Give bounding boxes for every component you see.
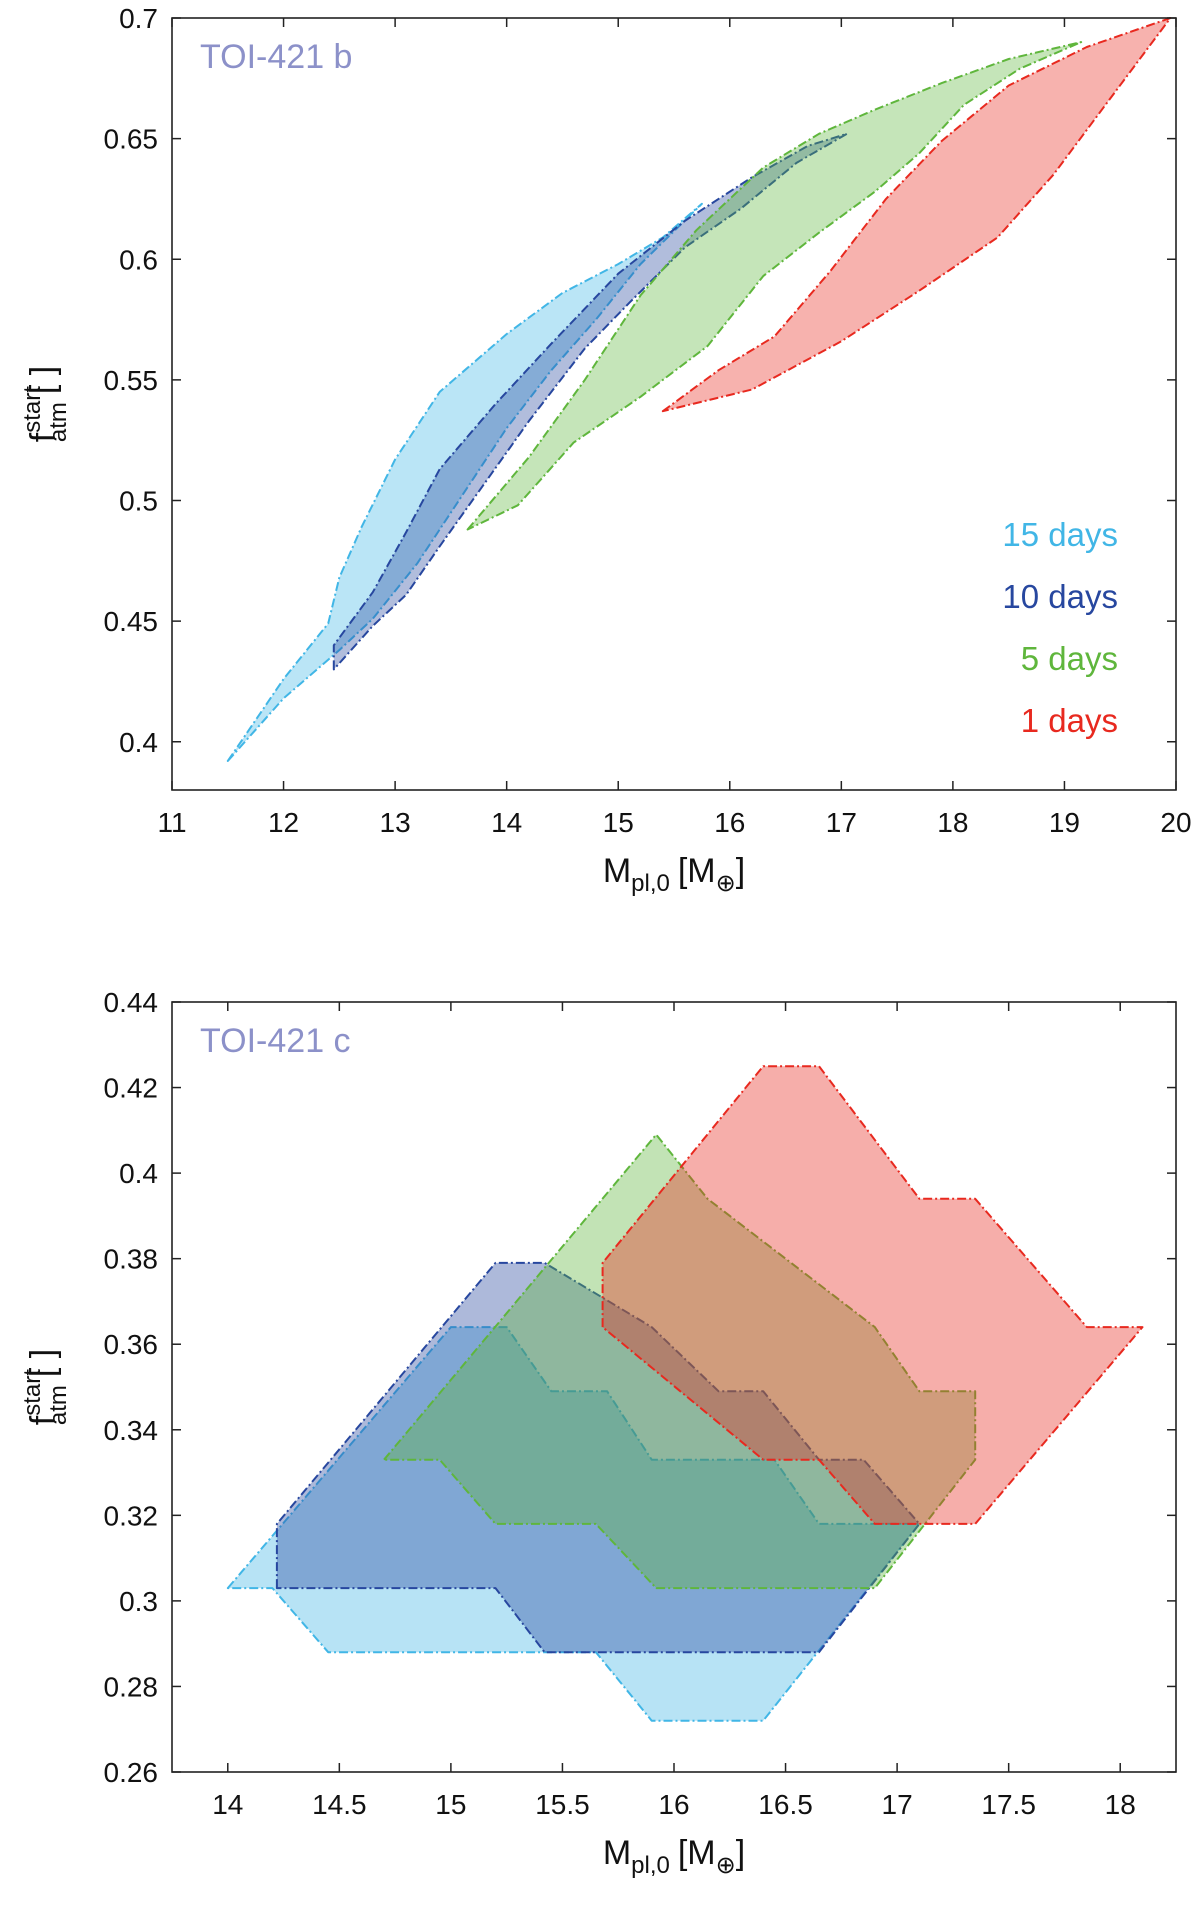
axis-ticks-b: 11 12 13 14 15 16 17 18 19 20 0.4 0.45 0.5 0.55 0.6 0.6… bbox=[104, 3, 1192, 838]
legend-entry-10-days: 10 days bbox=[1002, 578, 1118, 615]
series-band-5-days-b bbox=[466, 41, 1083, 531]
series-band-1-days-b bbox=[661, 17, 1172, 413]
x-tick-label: 16.5 bbox=[758, 1789, 813, 1820]
legend-entry-15-days: 15 days bbox=[1002, 516, 1118, 553]
x-tick-label: 16 bbox=[658, 1789, 689, 1820]
series-layer-c bbox=[226, 1065, 1144, 1722]
y-tick-label: 0.4 bbox=[119, 727, 158, 758]
x-tick-label: 20 bbox=[1160, 807, 1191, 838]
y-tick-label: 0.7 bbox=[119, 3, 158, 34]
y-tick-label: 0.6 bbox=[119, 244, 158, 275]
y-tick-label: 0.42 bbox=[104, 1073, 159, 1104]
x-tick-label: 14.5 bbox=[312, 1789, 367, 1820]
y-tick-label: 0.32 bbox=[104, 1500, 159, 1531]
x-tick-label: 14 bbox=[212, 1789, 243, 1820]
y-tick-label: 0.36 bbox=[104, 1329, 159, 1360]
x-tick-label: 18 bbox=[1105, 1789, 1136, 1820]
x-tick-label: 19 bbox=[1049, 807, 1080, 838]
x-axis-label-b: Mpl,0 [M⊕] bbox=[603, 852, 745, 897]
y-tick-label: 0.26 bbox=[104, 1757, 159, 1788]
x-tick-label: 16 bbox=[714, 807, 745, 838]
x-tick-label: 15 bbox=[435, 1789, 466, 1820]
x-tick-label: 13 bbox=[380, 807, 411, 838]
series-band-10-days-c bbox=[275, 1261, 921, 1654]
x-axis-label-c: Mpl,0 [M⊕] bbox=[603, 1834, 745, 1879]
y-tick-label: 0.5 bbox=[119, 486, 158, 517]
panel-toi-421-c: 14 14.5 15 15.5 16 16.5 17 17.5 18 0.26 0.28 0.3 0.3… bbox=[19, 987, 1177, 1879]
x-tick-label: 12 bbox=[268, 807, 299, 838]
y-tick-label: 0.4 bbox=[119, 1158, 158, 1189]
legend: 15 days 10 days 5 days 1 days bbox=[1002, 516, 1118, 739]
panel-title-b: TOI-421 b bbox=[200, 38, 352, 76]
y-axis-label-b: fstartatm[ ] bbox=[19, 366, 72, 443]
x-tick-label: 15 bbox=[603, 807, 634, 838]
y-tick-label: 0.44 bbox=[104, 987, 159, 1018]
y-tick-label: 0.3 bbox=[119, 1586, 158, 1617]
axis-ticks-c: 14 14.5 15 15.5 16 16.5 17 17.5 18 0.26 0.28 0.3 0.3… bbox=[104, 987, 1176, 1820]
panel-toi-421-b: 11 12 13 14 15 16 17 18 19 20 0.4 0.45 0.5 0.55 0.6 0.6… bbox=[19, 3, 1192, 897]
series-band-10-days-b bbox=[332, 132, 848, 671]
x-tick-label: 14 bbox=[491, 807, 522, 838]
x-tick-label: 17.5 bbox=[981, 1789, 1036, 1820]
series-band-15-days-b bbox=[226, 202, 703, 762]
x-tick-label: 11 bbox=[157, 807, 186, 838]
series-band-1-days-c bbox=[601, 1065, 1144, 1525]
y-tick-label: 0.65 bbox=[104, 124, 159, 155]
x-tick-label: 18 bbox=[937, 807, 968, 838]
x-tick-label: 17 bbox=[826, 807, 857, 838]
series-layer-b bbox=[226, 17, 1172, 762]
legend-entry-5-days: 5 days bbox=[1021, 640, 1118, 677]
x-tick-label: 15.5 bbox=[535, 1789, 590, 1820]
y-tick-label: 0.38 bbox=[104, 1244, 159, 1275]
plot-frame-b bbox=[171, 17, 1177, 791]
panel-title-c: TOI-421 c bbox=[200, 1022, 351, 1060]
y-axis-label-c: fstartatm[ ] bbox=[19, 1349, 72, 1426]
legend-entry-1-days: 1 days bbox=[1021, 702, 1118, 739]
y-tick-label: 0.28 bbox=[104, 1671, 159, 1702]
y-tick-label: 0.34 bbox=[104, 1415, 159, 1446]
series-band-5-days-c bbox=[383, 1133, 977, 1590]
y-tick-label: 0.45 bbox=[104, 606, 159, 637]
x-tick-label: 17 bbox=[882, 1789, 913, 1820]
y-tick-label: 0.55 bbox=[104, 365, 159, 396]
